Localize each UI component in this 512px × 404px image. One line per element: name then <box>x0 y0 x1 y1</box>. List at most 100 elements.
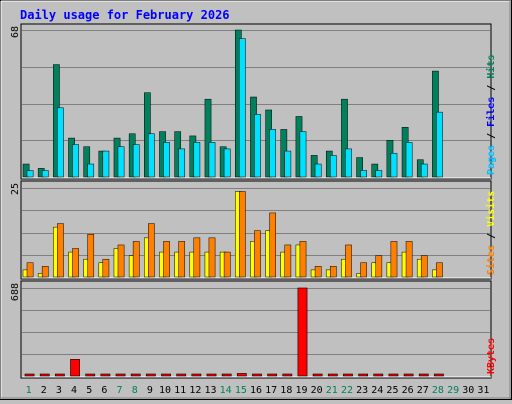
bar-kbytes-day-14 <box>221 373 232 377</box>
axis-legend-part: / <box>486 127 497 145</box>
bar-kbytes-day-25 <box>388 373 399 377</box>
bar-sites-day-11 <box>178 241 186 278</box>
x-label-day-14: 14 <box>220 385 232 396</box>
plot-area <box>20 280 492 379</box>
x-label-day-30: 30 <box>462 385 474 396</box>
bar-sites-day-18 <box>284 244 292 278</box>
bar-files-day-4 <box>72 144 79 178</box>
bar-sites-day-13 <box>208 237 216 278</box>
bar-sites-day-25 <box>390 241 398 278</box>
x-label-day-6: 6 <box>101 385 107 396</box>
bar-files-day-28 <box>436 111 443 178</box>
bar-kbytes-day-9 <box>145 373 156 377</box>
y-max-label: 688 <box>10 283 21 301</box>
x-axis-labels: 1 2 3 4 5 6 7 8 9 10 11 12 13 14 15 16 17 18 19 20 21 22 23 24 2… <box>26 385 490 396</box>
x-label-day-26: 26 <box>402 385 414 396</box>
bar-files-day-6 <box>102 150 110 178</box>
panel-kbytes: 688 KBytes <box>10 280 497 379</box>
axis-legend: KBytes <box>486 338 497 374</box>
x-label-day-19: 19 <box>295 385 307 396</box>
axis-legend-part: Sites <box>485 245 497 275</box>
bar-files-day-26 <box>405 142 413 178</box>
x-label-day-21: 21 <box>326 385 338 396</box>
bar-files-day-2 <box>41 170 49 178</box>
bar-hits-day-5 <box>83 146 91 178</box>
x-label-day-29: 29 <box>447 385 459 396</box>
x-label-day-13: 13 <box>204 385 216 396</box>
bar-files-day-23 <box>360 170 367 178</box>
axis-legend-part: Hits <box>485 55 497 79</box>
bar-sites-day-16 <box>254 230 261 278</box>
bar-sites-day-9 <box>148 223 155 278</box>
bar-files-day-10 <box>163 142 170 178</box>
bar-kbytes-day-28 <box>434 373 444 377</box>
x-label-day-25: 25 <box>386 385 398 396</box>
bar-kbytes-day-27 <box>418 373 429 377</box>
bar-files-day-25 <box>390 152 398 178</box>
axis-legend-part: / <box>486 227 497 245</box>
bar-kbytes-day-5 <box>85 373 96 377</box>
bar-files-day-1 <box>26 170 34 178</box>
bar-sites-day-23 <box>360 262 367 278</box>
bar-files-day-16 <box>254 114 261 178</box>
bar-files-day-17 <box>269 129 276 178</box>
axis-legend: Sites / Visits <box>485 191 497 275</box>
bar-files-day-19 <box>299 131 307 178</box>
bar-sites-day-14 <box>223 251 231 278</box>
bar-files-day-14 <box>223 148 231 178</box>
x-label-day-15: 15 <box>235 385 247 396</box>
bar-sites-day-27 <box>420 255 428 278</box>
bar-sites-day-17 <box>269 212 276 278</box>
bar-files-day-18 <box>284 150 292 178</box>
x-label-day-11: 11 <box>174 385 186 396</box>
axis-legend-part: Visits <box>485 191 497 227</box>
bar-files-day-24 <box>375 170 383 178</box>
x-label-day-2: 2 <box>41 385 47 396</box>
chart-panels: 68 Pages / Files / Hits 25 Sites / Visits 68… <box>10 23 497 379</box>
bar-kbytes-day-1 <box>24 373 35 377</box>
x-label-day-24: 24 <box>371 385 383 396</box>
bar-kbytes-day-23 <box>358 373 369 377</box>
bar-sites-day-7 <box>117 244 125 278</box>
bar-sites-day-28 <box>436 262 443 278</box>
x-label-day-10: 10 <box>159 385 171 396</box>
bar-files-day-15 <box>239 38 246 178</box>
bar-files-day-9 <box>148 133 155 178</box>
bar-kbytes-day-6 <box>100 373 111 377</box>
bar-kbytes-day-3 <box>55 373 65 377</box>
x-label-day-16: 16 <box>250 385 262 396</box>
bar-kbytes-day-15 <box>236 373 247 377</box>
axis-legend-part: Pages <box>486 145 497 175</box>
x-label-day-8: 8 <box>132 385 138 396</box>
x-label-day-17: 17 <box>265 385 277 396</box>
bar-kbytes-day-22 <box>343 373 353 377</box>
bar-sites-day-5 <box>87 234 95 278</box>
chart-title: Daily usage for February 2026 <box>20 8 230 22</box>
bar-kbytes-day-10 <box>161 373 171 377</box>
bar-kbytes-day-7 <box>115 373 126 377</box>
bar-kbytes-day-21 <box>327 373 338 377</box>
bar-sites-day-10 <box>163 241 170 278</box>
bar-kbytes-day-12 <box>191 373 202 377</box>
x-label-day-20: 20 <box>311 385 323 396</box>
x-label-day-28: 28 <box>432 385 444 396</box>
bar-kbytes-day-11 <box>176 373 187 377</box>
bar-kbytes-day-19 <box>297 287 308 377</box>
bar-files-day-13 <box>208 142 216 178</box>
x-label-day-9: 9 <box>147 385 153 396</box>
bar-files-day-7 <box>117 146 125 178</box>
bar-kbytes-day-20 <box>312 373 323 377</box>
x-label-day-31: 31 <box>477 385 489 396</box>
bar-kbytes-day-18 <box>282 373 293 377</box>
bar-files-day-22 <box>345 148 352 178</box>
bar-sites-day-12 <box>193 237 201 278</box>
bar-kbytes-day-17 <box>267 373 278 377</box>
axis-legend-part: / <box>486 79 497 97</box>
bar-sites-day-21 <box>329 266 337 278</box>
bar-sites-day-15 <box>239 191 246 278</box>
bar-kbytes-day-8 <box>130 373 141 377</box>
x-label-day-18: 18 <box>280 385 292 396</box>
bar-files-day-5 <box>87 163 95 178</box>
axis-legend-part: Files <box>485 97 497 127</box>
